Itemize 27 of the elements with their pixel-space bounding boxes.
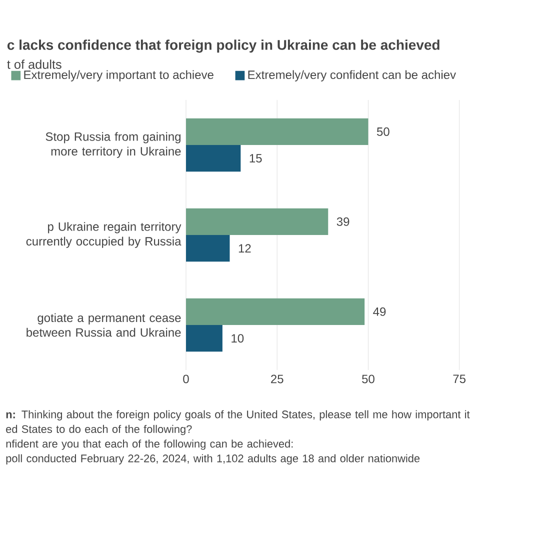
bar xyxy=(186,145,241,172)
data-label: 12 xyxy=(238,244,251,253)
x-tick-label: 25 xyxy=(271,374,284,384)
x-tick-label: 0 xyxy=(183,374,189,384)
data-label: 15 xyxy=(250,154,262,163)
y-tick-label: p Ukraine regain territory currently occupied by Russia xyxy=(26,222,182,248)
text: nfident are you that each of the following can be achieved: xyxy=(6,440,293,450)
text: t of adults xyxy=(7,60,62,69)
bar xyxy=(186,298,365,325)
y-tick-label: gotiate a permanent cease between Russia and Ukraine xyxy=(26,313,181,337)
x-tick-label: 50 xyxy=(362,374,374,384)
bar xyxy=(186,325,222,352)
text: poll conducted February 22-26, 2024, with 1,102 adults age 18 and older nationwide xyxy=(6,454,420,464)
x-tick-label: 75 xyxy=(453,374,466,384)
data-label: 50 xyxy=(376,127,390,136)
bar xyxy=(186,118,368,146)
text: ed States to do each of the following? xyxy=(6,424,192,436)
bar xyxy=(186,235,230,262)
data-label: 49 xyxy=(373,307,386,316)
legend-label: Extremely/very confident can be achiev xyxy=(248,70,456,82)
chart-title: c lacks confidence that foreign policy in Ukraine can be achieved xyxy=(7,40,440,53)
data-label: 39 xyxy=(336,217,350,226)
data-label: 10 xyxy=(232,334,244,343)
y-tick-label: Stop Russia from gaining more territory in Ukraine xyxy=(46,132,181,158)
text: n: Thinking about the foreign policy goals of the United States, please tell me how important it xyxy=(6,410,470,420)
legend-label: Extremely/very important to achieve xyxy=(24,70,214,82)
bar xyxy=(186,208,328,235)
